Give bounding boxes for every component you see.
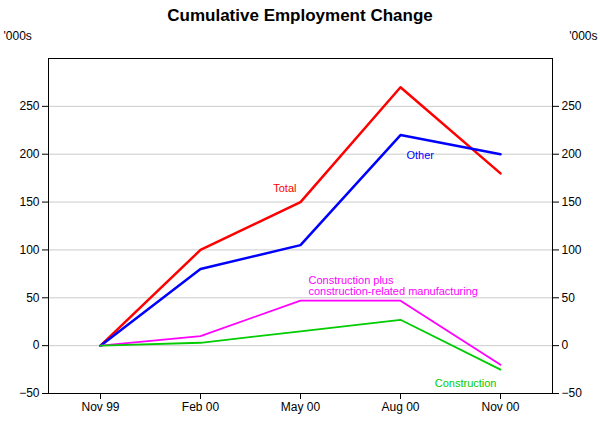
svg-text:'000s: '000s [569, 29, 597, 43]
svg-text:250: 250 [19, 99, 39, 113]
svg-text:Nov 00: Nov 00 [481, 400, 519, 414]
svg-text:150: 150 [562, 195, 582, 209]
html-text:Cumulative Employment Change: Cumulative Employment Change [167, 6, 433, 25]
svg-text:0: 0 [562, 338, 569, 352]
svg-text:100: 100 [562, 243, 582, 257]
svg-text:150: 150 [19, 195, 39, 209]
svg-text:Aug 00: Aug 00 [381, 400, 419, 414]
svg-text:−50: −50 [562, 386, 583, 400]
svg-text:Construction: Construction [435, 377, 497, 389]
svg-text:0: 0 [33, 338, 40, 352]
svg-text:Construction plusconstruction-: Construction plusconstruction-related ma… [309, 274, 478, 297]
svg-text:200: 200 [19, 147, 39, 161]
svg-text:Nov 99: Nov 99 [81, 400, 119, 414]
svg-text:50: 50 [26, 291, 40, 305]
svg-text:'000s: '000s [4, 29, 32, 43]
svg-text:50: 50 [562, 291, 576, 305]
svg-text:250: 250 [562, 99, 582, 113]
svg-text:Other: Other [407, 149, 435, 161]
svg-text:100: 100 [19, 243, 39, 257]
svg-text:200: 200 [562, 147, 582, 161]
svg-text:May 00: May 00 [281, 400, 321, 414]
svg-text:Total: Total [273, 182, 296, 194]
svg-text:Feb 00: Feb 00 [182, 400, 220, 414]
svg-text:−50: −50 [19, 386, 40, 400]
